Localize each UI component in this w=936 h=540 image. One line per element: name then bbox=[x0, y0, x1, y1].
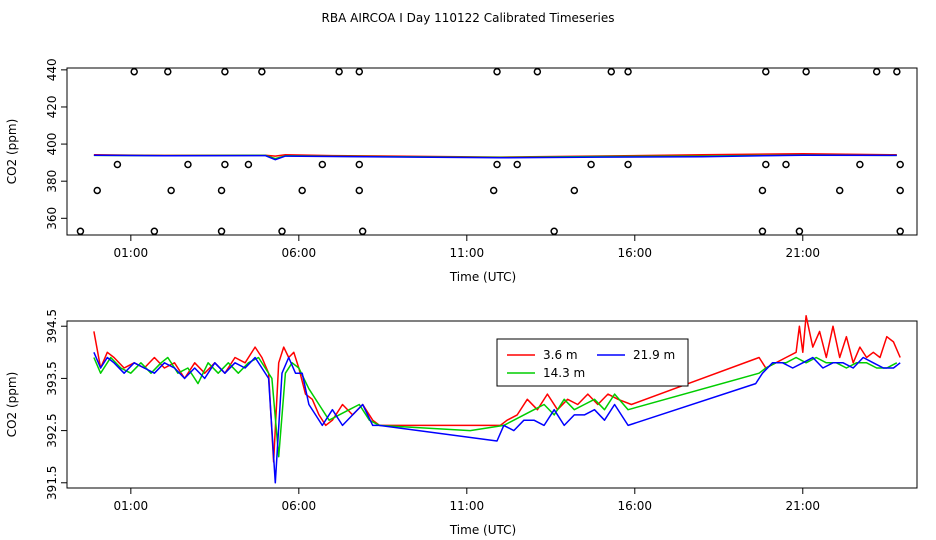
data-point-marker bbox=[513, 160, 521, 169]
data-point-marker bbox=[358, 227, 367, 236]
y-tick-label: 392.5 bbox=[45, 413, 59, 447]
series-line-3 bbox=[93, 154, 897, 161]
x-tick-label: 11:00 bbox=[450, 246, 485, 260]
x-tick-label: 21:00 bbox=[785, 499, 820, 513]
data-point-marker bbox=[76, 227, 85, 236]
x-tick-label: 16:00 bbox=[617, 499, 652, 513]
data-point-marker bbox=[244, 160, 253, 169]
data-point-marker bbox=[758, 186, 767, 195]
data-point-marker bbox=[167, 186, 175, 195]
data-point-marker bbox=[355, 67, 364, 76]
legend-entry-label: 3.6 m bbox=[543, 348, 578, 362]
data-point-marker bbox=[493, 67, 501, 76]
data-point-marker bbox=[93, 186, 101, 195]
data-point-marker bbox=[896, 186, 904, 195]
data-point-marker bbox=[795, 227, 804, 236]
y-tick-label: 360 bbox=[45, 207, 59, 230]
x-tick-label: 11:00 bbox=[450, 499, 485, 513]
upper-y-axis-label: CO2 (ppm) bbox=[5, 119, 19, 185]
data-point-marker bbox=[550, 227, 558, 236]
data-point-marker bbox=[624, 67, 632, 76]
x-tick-label: 06:00 bbox=[282, 246, 317, 260]
data-point-marker bbox=[217, 186, 226, 195]
y-tick-label: 391.5 bbox=[45, 466, 59, 500]
upper-plot-frame bbox=[66, 67, 918, 236]
data-point-marker bbox=[835, 186, 844, 195]
y-tick-label: 400 bbox=[45, 133, 59, 156]
data-point-marker bbox=[893, 67, 901, 76]
data-point-marker bbox=[164, 67, 172, 76]
chart-title: RBA AIRCOA I Day 110122 Calibrated Times… bbox=[322, 11, 615, 25]
y-tick-label: 380 bbox=[45, 170, 59, 193]
lower-panel: Time (UTC) CO2 (ppm) 01:00 06:00 11:00 16:0… bbox=[5, 309, 918, 537]
lower-plot-frame bbox=[66, 320, 918, 489]
data-point-marker bbox=[298, 186, 306, 195]
data-point-marker bbox=[570, 186, 579, 195]
data-point-marker bbox=[872, 67, 881, 76]
data-point-marker bbox=[489, 186, 498, 195]
data-point-marker bbox=[258, 67, 266, 76]
x-tick-label: 21:00 bbox=[785, 246, 820, 260]
series-line-2 bbox=[93, 356, 898, 458]
data-point-marker bbox=[335, 67, 343, 76]
data-point-marker bbox=[762, 67, 770, 76]
legend-entry-label: 21.9 m bbox=[633, 348, 675, 362]
y-tick-label: 440 bbox=[45, 58, 59, 81]
data-point-marker bbox=[113, 160, 122, 169]
data-point-marker bbox=[624, 160, 632, 169]
data-point-marker bbox=[278, 227, 286, 236]
data-point-marker bbox=[587, 160, 595, 169]
data-point-marker bbox=[221, 160, 229, 169]
data-point-marker bbox=[802, 67, 810, 76]
lower-x-axis-label: Time (UTC) bbox=[449, 523, 516, 537]
data-point-marker bbox=[758, 227, 767, 236]
upper-x-axis-label: Time (UTC) bbox=[449, 270, 516, 284]
x-tick-label: 06:00 bbox=[282, 499, 317, 513]
data-point-marker bbox=[896, 160, 904, 169]
upper-panel: Time (UTC) CO2 (ppm) 01:00 06:00 11:00 16:0… bbox=[5, 58, 918, 284]
data-point-marker bbox=[533, 67, 542, 76]
data-point-marker bbox=[184, 160, 192, 169]
x-tick-label: 01:00 bbox=[114, 246, 149, 260]
data-point-marker bbox=[217, 227, 226, 236]
x-tick-label: 16:00 bbox=[617, 246, 652, 260]
data-point-marker bbox=[355, 160, 364, 169]
lower-y-axis-label: CO2 (ppm) bbox=[5, 372, 19, 438]
data-point-marker bbox=[221, 67, 229, 76]
data-point-marker bbox=[130, 67, 138, 76]
y-tick-label: 394.5 bbox=[45, 309, 59, 343]
data-point-marker bbox=[856, 160, 864, 169]
x-tick-label: 01:00 bbox=[114, 499, 149, 513]
legend-entry-label: 14.3 m bbox=[543, 366, 585, 380]
y-tick-label: 420 bbox=[45, 96, 59, 119]
series-line-3 bbox=[93, 352, 901, 484]
data-point-marker bbox=[782, 160, 790, 169]
data-point-marker bbox=[318, 160, 327, 169]
data-point-marker bbox=[896, 227, 904, 236]
legend: 3.6 m 21.9 m 14.3 m bbox=[496, 338, 689, 387]
data-point-marker bbox=[607, 67, 616, 76]
data-point-marker bbox=[762, 160, 770, 169]
series-line-1 bbox=[93, 315, 901, 463]
y-tick-label: 393.5 bbox=[45, 361, 59, 395]
legend-box bbox=[496, 338, 689, 387]
data-point-marker bbox=[355, 186, 364, 195]
data-point-marker bbox=[493, 160, 501, 169]
data-point-marker bbox=[150, 227, 159, 236]
